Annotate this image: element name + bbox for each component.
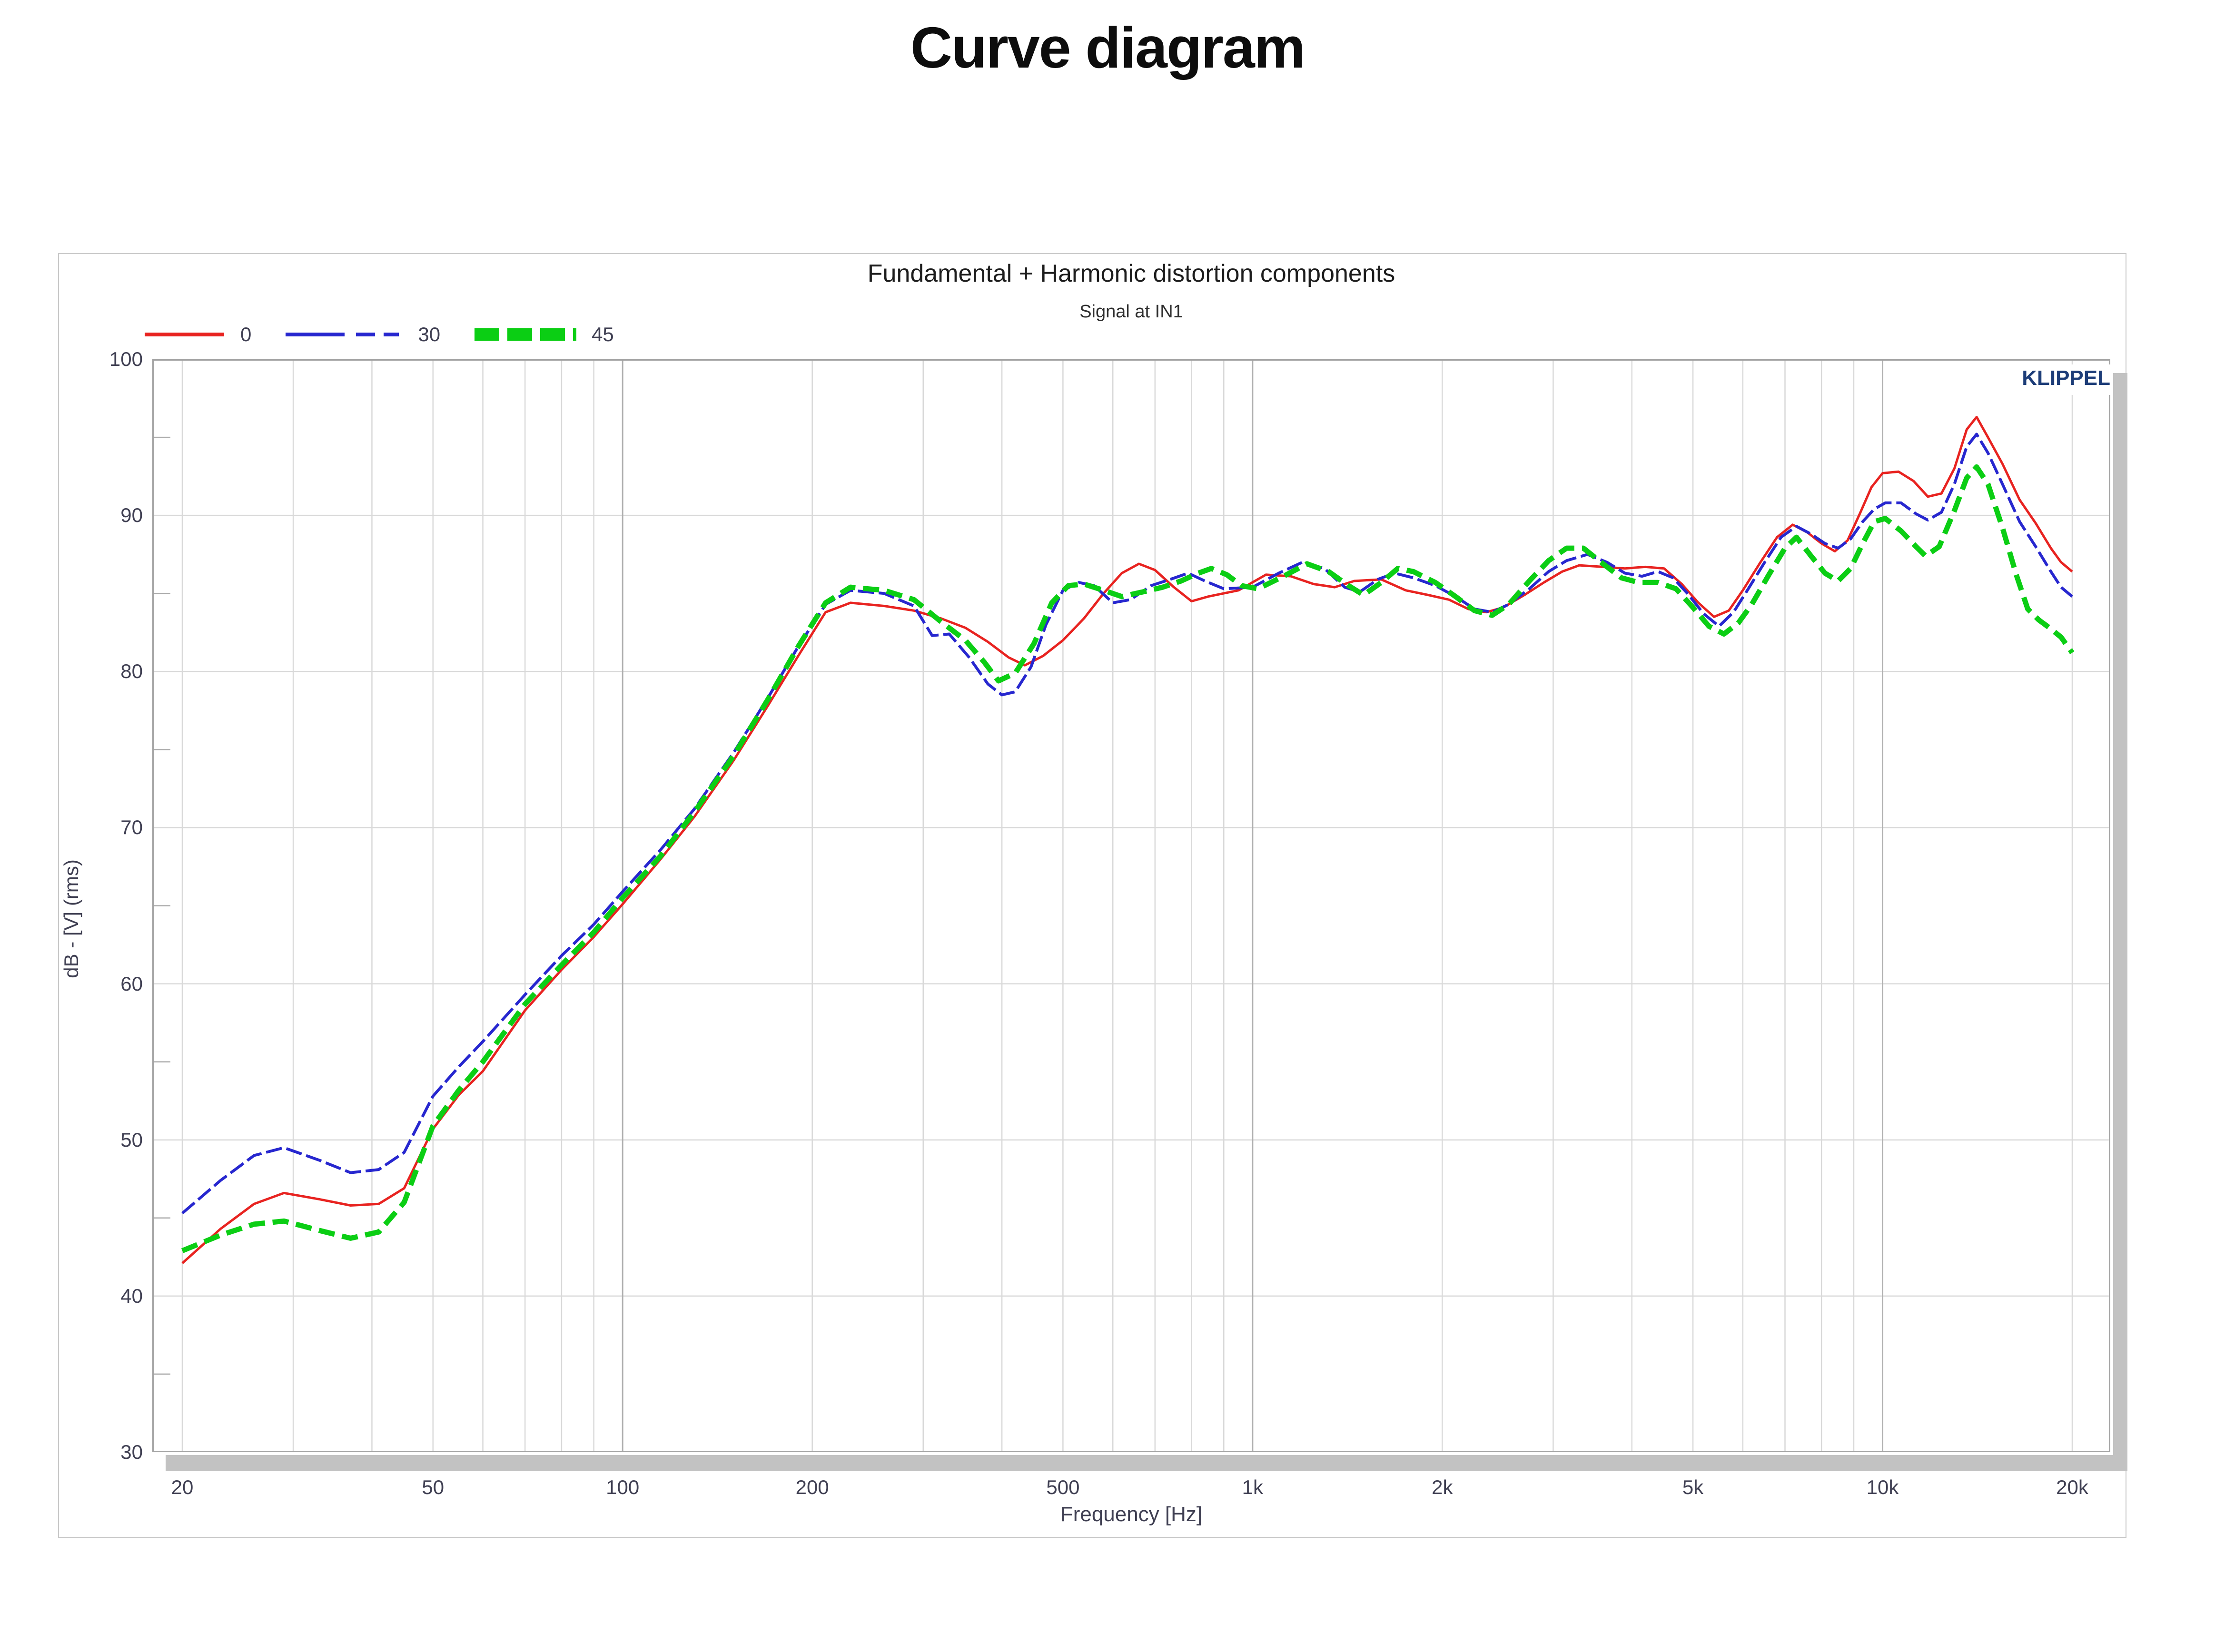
x-tick-label: 20 [171,1476,194,1498]
y-tick-label: 90 [120,504,143,527]
x-tick-label: 1k [1242,1476,1264,1498]
x-tick-label: 200 [795,1476,829,1498]
legend-swatch-solid-red [145,333,224,336]
legend-item-30: 30 [285,323,440,346]
x-tick-label: 50 [422,1476,445,1498]
x-tick-label: 2k [1432,1476,1453,1498]
plot-area [152,359,2110,1452]
page-title: Curve diagram [910,15,1305,80]
y-tick-label: 60 [120,972,143,995]
plot-shadow-right [2113,373,2127,1471]
chart-title: Fundamental + Harmonic distortion compon… [867,260,1395,287]
y-tick-label: 30 [120,1441,143,1463]
x-tick-label: 20k [2056,1476,2088,1498]
x-tick-label: 500 [1046,1476,1080,1498]
y-tick-label: 80 [120,660,143,683]
plot-shadow-bottom [166,1455,2127,1471]
legend-item-0: 0 [143,323,251,346]
y-tick-label: 40 [120,1284,143,1307]
chart-panel [58,253,2126,1538]
y-tick-label: 70 [120,816,143,839]
legend-swatch-dashed-blue [286,333,403,336]
legend-label-30: 30 [418,323,441,345]
y-axis-title: dB - [V] (rms) [60,859,82,978]
x-tick-label: 10k [1866,1476,1899,1498]
plot-svg [152,359,2110,1452]
x-tick-label: 5k [1682,1476,1704,1498]
klippel-watermark: KLIPPEL [1948,364,2113,395]
chart-subtitle: Signal at IN1 [1079,302,1183,322]
legend-item-45: 45 [474,323,614,346]
legend: 0 30 45 [143,323,647,346]
legend-label-0: 0 [240,323,252,345]
x-tick-label: 100 [606,1476,640,1498]
y-tick-label: 50 [120,1128,143,1151]
legend-swatch-square-dashed-green [475,328,577,341]
y-tick-label: 100 [109,348,143,370]
x-axis-title: Frequency [Hz] [1060,1503,1203,1526]
legend-label-45: 45 [592,323,614,345]
